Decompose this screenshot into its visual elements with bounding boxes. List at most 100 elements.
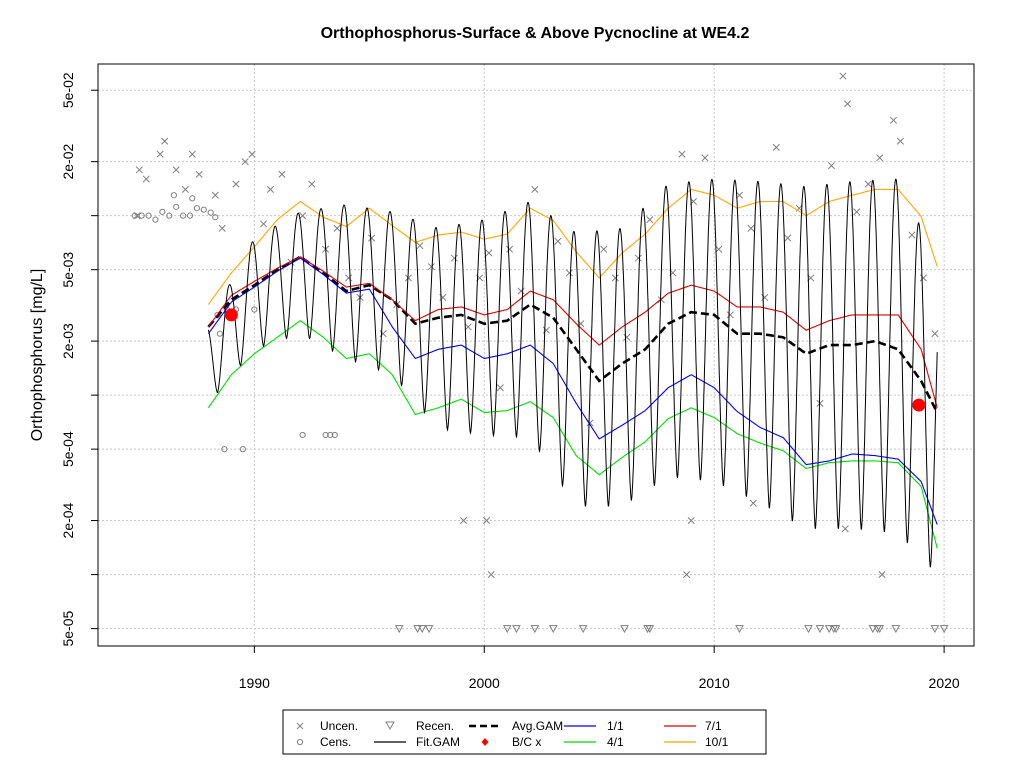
- grid-layer: [98, 64, 974, 646]
- recensored-point: [424, 625, 434, 634]
- y-tick-label: 5e-02: [60, 72, 76, 108]
- censored-point: [179, 212, 187, 219]
- uncensored-point: [735, 191, 744, 199]
- censored-point: [189, 195, 196, 202]
- uncensored-point: [749, 499, 757, 507]
- legend-item: 4/1: [564, 735, 624, 749]
- series-line-4-1: [207, 320, 938, 549]
- uncensored-point: [450, 254, 458, 262]
- uncensored-point: [211, 191, 219, 199]
- uncensored-point: [266, 185, 274, 193]
- series-line-1-1: [207, 257, 938, 525]
- uncensored-point: [427, 263, 435, 271]
- legend-label: Uncen.: [320, 719, 358, 733]
- legend-item: Avg.GAM: [469, 719, 563, 733]
- recensored-point: [815, 625, 825, 634]
- uncensored-point: [496, 384, 504, 392]
- uncensored-point: [683, 571, 691, 579]
- legend-item: Recen.: [385, 719, 454, 733]
- censored-point: [166, 212, 173, 219]
- uncensored-point: [878, 571, 886, 579]
- y-axis: 5e-05 2e-04 5e-04 2e-03 5e-03 2e-02 5e-02: [60, 72, 98, 647]
- censored-point: [251, 306, 258, 313]
- recensored-point: [804, 625, 813, 634]
- recensored-point: [512, 625, 521, 634]
- uncensored-point: [156, 150, 164, 158]
- uncensored-point: [135, 166, 143, 174]
- uncensored-point: [333, 224, 341, 232]
- uncensored-point: [161, 137, 169, 145]
- uncensored-point: [747, 224, 755, 232]
- uncensored-point: [715, 245, 723, 253]
- censored-point: [322, 431, 329, 439]
- recensored-point: [939, 625, 949, 634]
- censored-point: [299, 431, 306, 439]
- uncensored-point: [864, 180, 872, 188]
- uncensored-point: [611, 274, 619, 282]
- uncensored-point: [485, 249, 493, 257]
- censored-point: [221, 446, 228, 453]
- chart-title: Orthophosphorus-Surface & Above Pycnocli…: [321, 25, 750, 42]
- bc-point: [224, 308, 238, 322]
- x-axis: 1990 2000 2010 2020: [239, 646, 960, 691]
- y-tick-label: 5e-03: [60, 252, 76, 288]
- bc-point: [912, 398, 926, 412]
- recensored-point: [394, 625, 404, 634]
- censored-point: [193, 205, 200, 212]
- legend-label: 1/1: [607, 719, 624, 733]
- uncensored-point: [646, 216, 654, 224]
- uncensored-point: [701, 154, 709, 162]
- uncensored-point: [241, 158, 249, 166]
- legend-item: Cens.: [296, 735, 351, 749]
- uncensored-point: [487, 571, 495, 579]
- legend-label: Recen.: [416, 719, 454, 733]
- legend-item: 1/1: [564, 719, 624, 733]
- uncensored-point: [565, 269, 573, 277]
- legend: Uncen. Cens. Recen. Fit.GAM Avg.GAM B/C x 1/1 4…: [282, 709, 767, 755]
- legend-label: Cens.: [320, 735, 351, 749]
- uncensored-point: [404, 274, 412, 282]
- uncensored-point: [853, 208, 861, 216]
- legend-item: 7/1: [664, 719, 722, 733]
- censored-point: [170, 192, 177, 199]
- uncensored-point: [181, 185, 189, 193]
- uncensored-point: [931, 330, 939, 338]
- y-tick-label: 2e-02: [60, 144, 76, 180]
- uncensored-point: [195, 170, 203, 178]
- uncensored-point: [772, 143, 780, 151]
- censored-point: [173, 203, 180, 210]
- uncensored-point: [827, 162, 836, 170]
- legend-item: Fit.GAM: [374, 735, 460, 749]
- uncensored-point: [345, 274, 353, 282]
- uncensored-point: [232, 180, 240, 188]
- recensored-point: [875, 625, 885, 634]
- uncensored-point: [839, 72, 847, 80]
- uncensored-point: [308, 180, 316, 188]
- censored-point: [200, 206, 207, 213]
- censored-point: [212, 214, 219, 221]
- uncensored-point: [876, 154, 884, 162]
- recensored-point: [831, 625, 841, 634]
- recensored-point: [548, 625, 558, 634]
- series-lines: [207, 178, 939, 568]
- uncensored-point: [726, 311, 734, 319]
- recensored-point: [735, 625, 744, 634]
- x-tick-label: 2000: [469, 675, 500, 691]
- censored-point: [186, 212, 194, 219]
- legend-label: 4/1: [607, 735, 624, 749]
- uncensored-point: [623, 333, 631, 341]
- x-tick-label: 1990: [239, 675, 270, 691]
- uncensored-point: [278, 170, 286, 178]
- uncensored-point: [841, 525, 849, 533]
- uncensored-point: [416, 242, 424, 250]
- y-tick-label: 5e-05: [60, 610, 76, 646]
- uncensored-point: [142, 175, 150, 183]
- censored-point: [327, 431, 334, 439]
- observation-points: [131, 72, 949, 634]
- uncensored-point: [517, 287, 525, 295]
- recensored-point: [502, 625, 512, 634]
- uncensored-point: [889, 116, 898, 124]
- legend-box: [282, 709, 767, 755]
- y-tick-label: 2e-04: [60, 502, 76, 538]
